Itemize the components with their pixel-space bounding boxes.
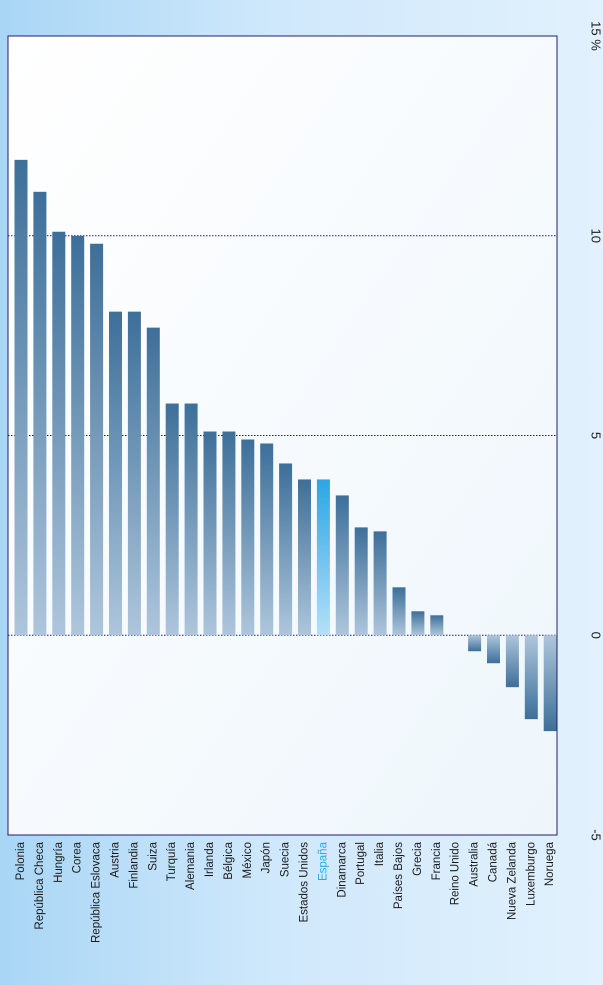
category-label: Noruega — [544, 841, 556, 886]
category-label: Austria — [110, 841, 122, 877]
bar-estados-unidos — [298, 479, 311, 636]
bar-francia — [430, 615, 444, 636]
bar-irlanda — [203, 431, 217, 636]
bar-alemania — [184, 403, 198, 636]
category-label: Finlandia — [128, 841, 140, 888]
bar-dinamarca — [335, 495, 349, 636]
category-label: Irlanda — [204, 841, 216, 877]
category-label: Corea — [72, 841, 84, 873]
bar-japón — [260, 443, 274, 636]
bar-república-eslovaca — [90, 243, 104, 636]
category-label: Alemania — [185, 841, 197, 890]
value-tick-label: 5 — [589, 432, 603, 439]
category-label: Turquía — [166, 841, 178, 881]
bar-turquía — [165, 403, 179, 636]
bar-luxemburgo — [524, 635, 538, 720]
category-label: Canadá — [488, 841, 500, 882]
category-label: Países Bajos — [393, 842, 405, 909]
bar-bélgica — [222, 431, 236, 636]
bar-australia — [468, 635, 482, 652]
bar-corea — [71, 235, 85, 636]
category-label: Polonia — [15, 841, 27, 880]
plot-frame — [7, 35, 558, 836]
bar-canadá — [487, 635, 500, 664]
category-label: Italia — [374, 841, 386, 866]
category-label: México — [242, 842, 254, 878]
category-labels: Polonia República Checa Hungría Corea Repúbl… — [15, 841, 556, 943]
category-label: Suecia — [280, 841, 292, 877]
bar-méxico — [241, 439, 255, 636]
bar-hungría — [52, 231, 66, 636]
category-label: Francia — [431, 841, 443, 880]
bar-suiza — [146, 327, 160, 636]
value-tick-label: 0 — [589, 632, 603, 639]
category-label: Nueva Zelanda — [506, 841, 518, 920]
bar-polonia — [14, 159, 28, 636]
category-label: República Eslovaca — [91, 841, 103, 943]
category-label: Hungría — [53, 841, 65, 883]
value-tick-label: -5 — [589, 829, 603, 841]
bar-suecia — [279, 463, 293, 636]
bar-noruega — [543, 635, 557, 732]
bar-república-checa — [33, 191, 47, 636]
bars — [14, 159, 557, 732]
bar-grecia — [411, 611, 425, 636]
category-label: República Checa — [34, 841, 46, 929]
category-label: Dinamarca — [336, 841, 348, 897]
tick-labels: -5 0 5 10 15 % — [589, 21, 603, 841]
category-label: España — [317, 841, 329, 881]
category-label: Reino Unido — [450, 842, 462, 905]
bar-austria — [109, 311, 122, 636]
bar-países-bajos — [392, 587, 406, 636]
bar-nueva-zelanda — [505, 635, 519, 688]
category-label: Bélgica — [223, 841, 235, 879]
bar-italia — [373, 531, 387, 636]
category-label: Japón — [261, 842, 273, 873]
category-label: Estados Unidos — [299, 842, 311, 923]
category-label: Suiza — [147, 841, 159, 870]
value-tick-label: 15 % — [589, 21, 603, 51]
bar-finlandia — [127, 311, 141, 636]
category-label: Portugal — [355, 842, 367, 885]
category-label: Australia — [469, 841, 481, 886]
value-tick-label: 10 — [589, 229, 603, 243]
bar-españa — [316, 479, 330, 636]
bar-portugal — [354, 527, 368, 636]
category-label: Grecia — [412, 841, 424, 875]
category-label: Luxemburgo — [525, 842, 537, 906]
